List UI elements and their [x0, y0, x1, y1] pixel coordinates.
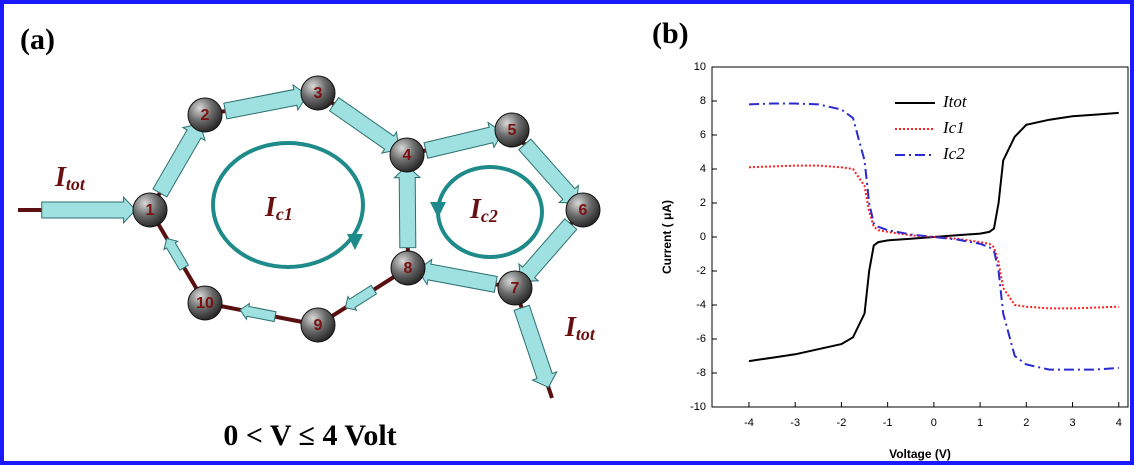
current-label: Itot — [564, 312, 596, 344]
current-arrow — [513, 304, 558, 389]
node — [300, 75, 336, 111]
x-tick-label: -4 — [744, 417, 754, 429]
node-label: 5 — [508, 122, 517, 139]
current-arrow — [423, 121, 504, 159]
node-label: 3 — [314, 85, 323, 102]
loop-arrowhead — [347, 234, 363, 250]
y-tick-label: 4 — [700, 163, 706, 175]
y-tick-label: -8 — [696, 367, 706, 379]
y-tick-label: -4 — [696, 299, 706, 311]
current-subscript: tot — [576, 324, 596, 344]
y-axis-label: Current ( μA) — [660, 200, 674, 274]
current-arrow — [163, 237, 190, 271]
node-label: 6 — [579, 202, 588, 219]
current-subscript: c1 — [276, 204, 293, 224]
node — [390, 250, 426, 286]
current-subscript: tot — [66, 174, 86, 194]
current-arrow — [393, 164, 422, 249]
x-axis-label: Voltage (V) — [889, 447, 951, 461]
current-label: Itot — [54, 162, 86, 194]
x-tick-label: -3 — [790, 417, 800, 429]
current-symbol: I — [264, 192, 277, 223]
current-arrow — [518, 218, 578, 282]
node — [497, 270, 533, 306]
current-label: Ic1 — [264, 192, 293, 224]
current-arrow — [41, 195, 137, 225]
node — [132, 192, 168, 228]
current-arrow — [223, 83, 308, 120]
legend-label: Itot — [942, 92, 968, 111]
node-label: 9 — [314, 317, 323, 334]
x-tick-label: 4 — [1116, 417, 1122, 429]
current-arrow — [328, 96, 400, 154]
current-arrow — [239, 302, 277, 323]
x-tick-label: 2 — [1023, 417, 1029, 429]
node — [565, 192, 601, 228]
current-arrow — [152, 123, 206, 198]
current-subscript: c2 — [481, 206, 498, 226]
current-symbol: I — [564, 312, 577, 343]
current-symbol: I — [469, 194, 482, 225]
node — [187, 285, 223, 321]
y-tick-label: 0 — [700, 231, 706, 243]
node-label: 7 — [511, 280, 520, 297]
x-tick-label: 0 — [931, 417, 937, 429]
current-symbol: I — [54, 162, 67, 193]
x-tick-label: 1 — [977, 417, 983, 429]
current-arrow — [416, 258, 498, 293]
loop-arrowhead — [430, 202, 446, 218]
x-tick-label: -2 — [837, 417, 847, 429]
panel-label: (b) — [652, 17, 689, 50]
y-tick-label: -6 — [696, 333, 706, 345]
current-arrow — [344, 284, 378, 311]
x-tick-label: -1 — [883, 417, 893, 429]
node-label: 4 — [403, 147, 412, 164]
current-arrow — [518, 138, 579, 204]
node-label: 8 — [404, 260, 413, 277]
legend-label: Ic2 — [942, 144, 965, 163]
node-label: 2 — [201, 107, 210, 124]
node — [187, 97, 223, 133]
series-line — [748, 164, 1119, 310]
y-tick-label: -10 — [690, 401, 706, 413]
caption: 0 < V ≤ 4 Volt — [223, 419, 396, 452]
y-tick-label: 8 — [700, 95, 706, 107]
node — [300, 307, 336, 343]
legend-label: Ic1 — [942, 118, 965, 137]
panel-label: (a) — [20, 23, 55, 56]
y-tick-label: 6 — [700, 129, 706, 141]
node-label: 1 — [146, 202, 155, 219]
node — [389, 137, 425, 173]
loop-current — [211, 141, 365, 269]
series-line — [748, 102, 1119, 371]
node-label: 10 — [196, 295, 214, 312]
y-tick-label: 2 — [700, 197, 706, 209]
y-tick-label: 10 — [694, 61, 706, 73]
y-tick-label: -2 — [696, 265, 706, 277]
x-tick-label: 3 — [1069, 417, 1075, 429]
current-label: Ic2 — [469, 194, 498, 226]
node — [494, 112, 530, 148]
